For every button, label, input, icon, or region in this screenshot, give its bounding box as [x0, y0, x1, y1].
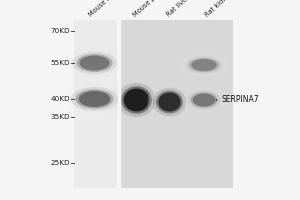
FancyBboxPatch shape: [118, 20, 232, 188]
Ellipse shape: [79, 91, 110, 107]
Ellipse shape: [64, 48, 124, 78]
Ellipse shape: [63, 83, 126, 115]
Ellipse shape: [76, 54, 112, 72]
Ellipse shape: [124, 88, 149, 112]
Ellipse shape: [153, 88, 186, 116]
Text: Mouse heart: Mouse heart: [88, 0, 122, 18]
Ellipse shape: [187, 90, 221, 110]
Text: 35KD: 35KD: [51, 114, 70, 120]
Ellipse shape: [80, 55, 110, 71]
Ellipse shape: [178, 53, 230, 77]
Ellipse shape: [71, 87, 118, 111]
Ellipse shape: [185, 56, 223, 74]
FancyBboxPatch shape: [74, 20, 117, 188]
Text: SERPINA7: SERPINA7: [221, 96, 259, 104]
Text: 40KD: 40KD: [51, 96, 70, 102]
Ellipse shape: [72, 52, 117, 74]
Text: 70KD: 70KD: [51, 28, 70, 34]
Ellipse shape: [117, 83, 156, 117]
Text: 55KD: 55KD: [51, 60, 70, 66]
Ellipse shape: [121, 86, 152, 114]
Ellipse shape: [158, 92, 181, 112]
Text: Mouse pancreas: Mouse pancreas: [133, 0, 177, 18]
Text: Rat kidney: Rat kidney: [205, 0, 235, 18]
Ellipse shape: [191, 59, 217, 71]
Ellipse shape: [193, 94, 215, 106]
Ellipse shape: [190, 92, 218, 108]
Ellipse shape: [111, 77, 162, 123]
Ellipse shape: [76, 89, 113, 109]
Text: Rat liver: Rat liver: [166, 0, 190, 18]
Ellipse shape: [189, 58, 219, 72]
Ellipse shape: [156, 91, 183, 113]
Text: 25KD: 25KD: [51, 160, 70, 166]
Ellipse shape: [147, 83, 192, 121]
Ellipse shape: [182, 87, 226, 113]
